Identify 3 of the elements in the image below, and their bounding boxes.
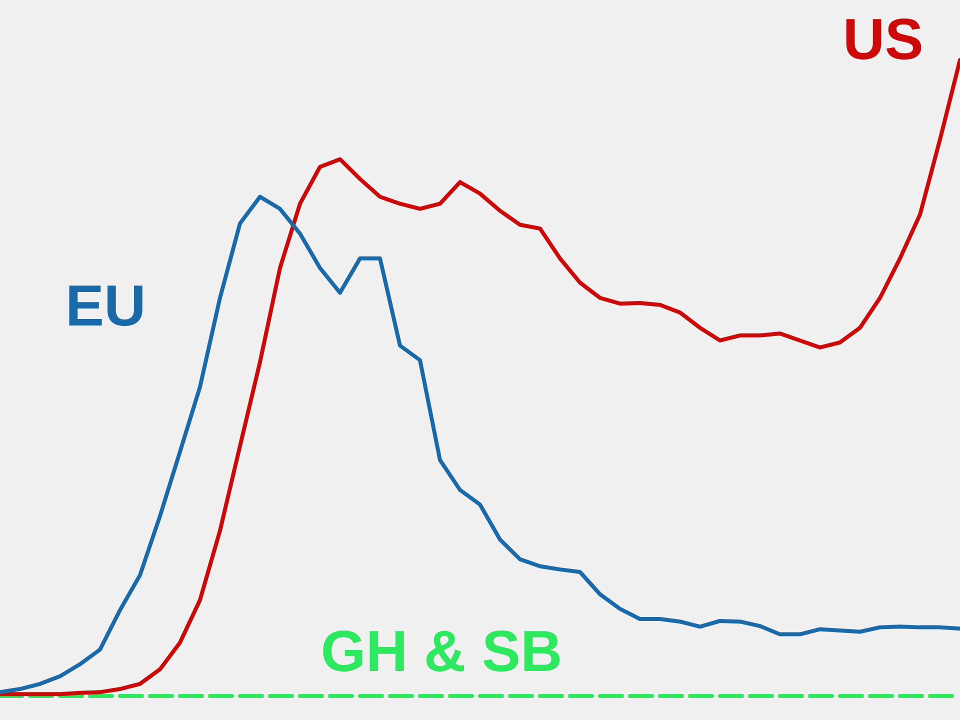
- series-label: US: [842, 7, 924, 72]
- series-label: GH & SB: [320, 619, 562, 684]
- series-label: EU: [65, 274, 146, 339]
